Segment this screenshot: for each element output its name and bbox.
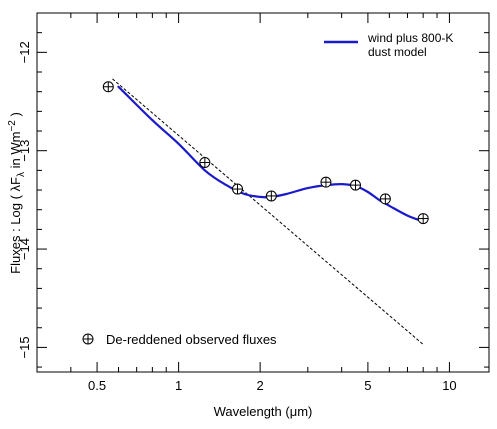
x-tick-label: 10 [442, 378, 456, 393]
x-tick-label: 1 [175, 378, 182, 393]
x-tick-label: 0.5 [88, 378, 106, 393]
observed-flux-point [417, 213, 429, 225]
model-curve-line [117, 85, 425, 223]
legend-markers: De-reddened observed fluxes [82, 332, 277, 347]
x-tick-label: 5 [364, 378, 371, 393]
y-tick-label: −13 [17, 140, 32, 162]
observed-flux-point [350, 179, 362, 191]
y-tick-labels: −12 −13 −14 −15 [17, 41, 32, 358]
x-tick-label: 2 [257, 378, 264, 393]
observed-flux-point [265, 190, 277, 202]
y-tick-label: −12 [17, 41, 32, 63]
power-law-dashed-line [112, 78, 424, 345]
axis-ticks [36, 12, 489, 372]
legend-marker-label: De-reddened observed fluxes [106, 332, 277, 347]
legend-model-line: wind plus 800-K dust model [324, 31, 453, 59]
x-axis-label: Wavelength (μm) [214, 404, 313, 419]
y-tick-label: −15 [17, 336, 32, 358]
y-tick-label: −14 [17, 238, 32, 260]
observed-flux-point [320, 176, 332, 188]
series-layer [102, 78, 429, 345]
observed-flux-point [199, 157, 211, 169]
y-axis-label: Fluxes : Log ( λFλ in Wm−2 ) [7, 112, 27, 274]
legend-line-label-2: dust model [368, 45, 427, 59]
observed-flux-point [102, 81, 114, 93]
observed-flux-point [232, 183, 244, 195]
plot-frame [36, 12, 490, 373]
observed-flux-point [379, 193, 391, 205]
x-tick-labels: 0.5 1 2 5 10 [88, 378, 457, 393]
legend-line-label-1: wind plus 800-K [367, 31, 453, 45]
